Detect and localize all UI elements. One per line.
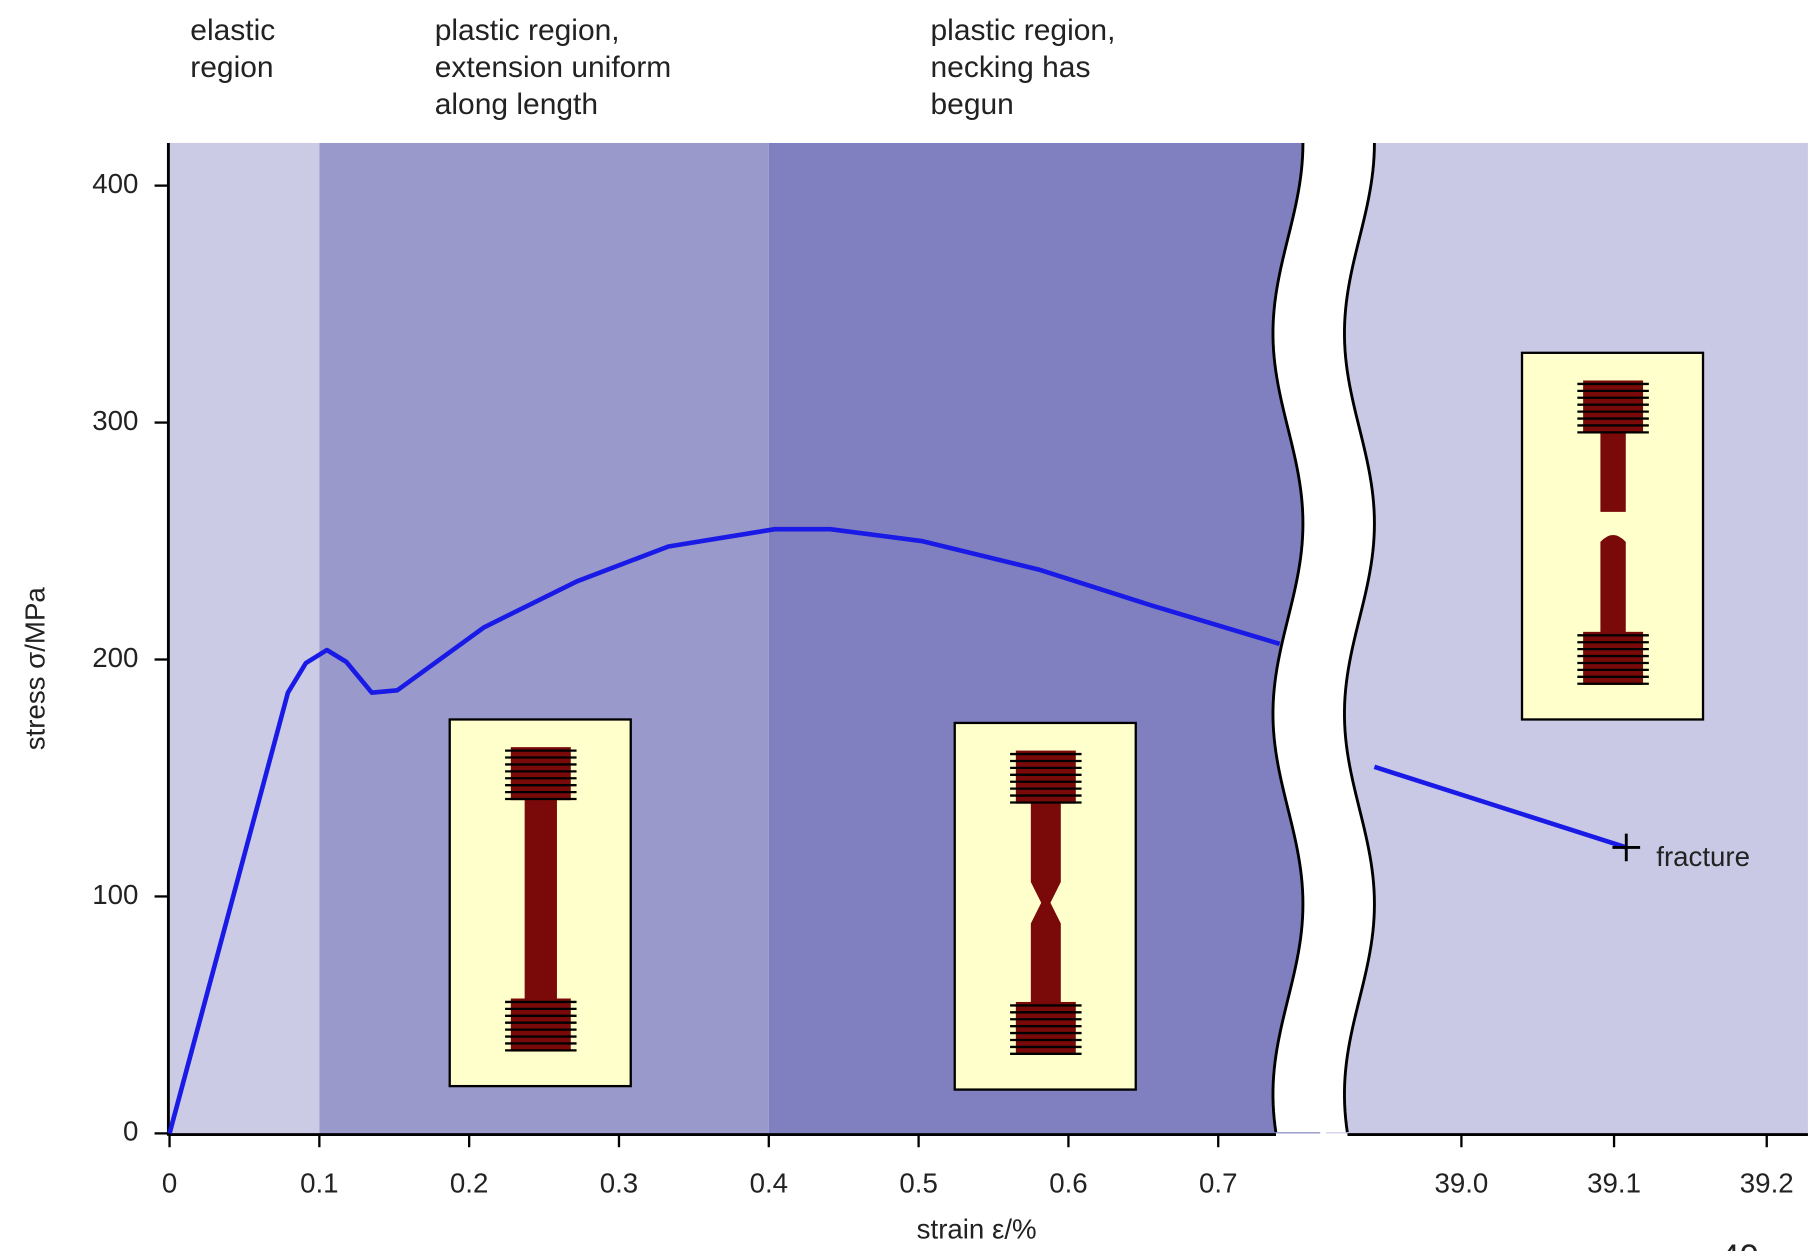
stress-strain-line (167, 526, 1281, 1134)
x-tick-label: 0.6 (1049, 1168, 1087, 1199)
axis-break-edge (1271, 142, 1305, 1133)
x-tick-label: 39.2 (1740, 1168, 1794, 1199)
specimen-inset (953, 721, 1137, 1091)
y-tick-label: 100 (92, 879, 138, 910)
x-axis-label: strain ε/% (917, 1214, 1037, 1245)
region-label: plastic region, (931, 14, 1116, 47)
foreground: 0 100 200 300 400 0 0.1 0.2 0.3 0.4 0.5 0.6 0.7 39.0 3… (92, 142, 1808, 1199)
x-tick-label: 39.1 (1587, 1168, 1641, 1199)
annotation: fracture (1656, 841, 1750, 872)
region-label: begun (931, 88, 1014, 121)
y-tick-label: 0 (123, 1116, 138, 1147)
region (169, 142, 320, 1134)
region-label: region (190, 51, 273, 84)
x-tick-label: 0.4 (750, 1168, 788, 1199)
x-tick-label: 0.2 (450, 1168, 488, 1199)
page-number: 40 (1720, 1238, 1758, 1251)
region-label: extension uniform (435, 51, 672, 84)
region-label: along length (435, 88, 598, 121)
fracture-marker (1612, 833, 1641, 862)
axis-break-edge (1343, 142, 1376, 1133)
axis-break (1272, 142, 1375, 1133)
x-tick-label: 0.5 (899, 1168, 937, 1199)
shaft (1600, 426, 1626, 512)
region-label: elastic (190, 14, 275, 47)
x-tick-label: 0 (162, 1168, 177, 1199)
x-tick-label: 0.3 (600, 1168, 638, 1199)
region-label: necking has (931, 51, 1091, 84)
y-tick-label: 400 (92, 168, 138, 199)
shaft (524, 793, 557, 1006)
specimen-inset (1520, 351, 1705, 721)
background (169, 142, 1808, 1134)
x-tick-label: 0.7 (1199, 1168, 1237, 1199)
stress-strain-line (1373, 764, 1627, 850)
x-tick-label: 0.1 (300, 1168, 338, 1199)
x-tick-label: 39.0 (1434, 1168, 1488, 1199)
y-tick-label: 300 (92, 405, 138, 436)
y-axis-label: stress σ/MPa (19, 587, 50, 751)
y-tick-label: 200 (92, 642, 138, 673)
shaft (1600, 534, 1626, 639)
shaft (1030, 796, 1061, 1009)
region-label: plastic region, (435, 14, 620, 47)
specimen-inset (448, 718, 632, 1088)
